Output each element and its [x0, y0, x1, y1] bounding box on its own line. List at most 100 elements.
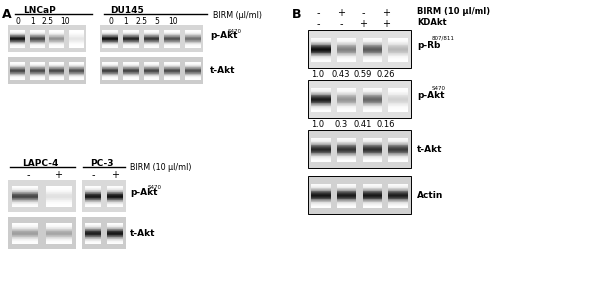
Bar [10, 66, 25, 67]
Bar [30, 41, 44, 42]
Bar [311, 185, 331, 186]
Bar [311, 199, 331, 201]
Bar [30, 40, 44, 42]
Bar [30, 66, 44, 67]
Bar [46, 231, 72, 232]
Bar [107, 192, 124, 193]
Bar [143, 71, 160, 72]
Bar [164, 73, 180, 74]
Bar [311, 103, 331, 105]
Bar [103, 62, 118, 63]
Bar [311, 153, 331, 155]
Text: +: + [382, 8, 390, 18]
Bar [143, 70, 160, 71]
Bar [185, 35, 200, 36]
Bar [49, 40, 64, 42]
Bar [30, 74, 44, 75]
Bar [337, 59, 356, 60]
Bar [69, 70, 83, 71]
Bar [12, 227, 38, 228]
Bar [362, 158, 382, 159]
Bar [362, 104, 382, 105]
Bar [69, 46, 83, 47]
Bar [10, 78, 25, 79]
Bar [143, 38, 160, 39]
Bar [185, 74, 200, 75]
Bar [388, 54, 408, 55]
Bar [185, 33, 200, 34]
Bar [337, 57, 356, 58]
Bar [337, 158, 356, 159]
Bar [12, 235, 38, 237]
Bar [46, 205, 72, 206]
Bar [69, 74, 83, 75]
Bar [337, 192, 356, 193]
Bar [49, 36, 64, 37]
Bar [337, 104, 356, 105]
Bar [107, 237, 124, 238]
Bar [362, 192, 382, 193]
Bar [69, 64, 83, 65]
Bar [311, 110, 331, 111]
Bar [107, 205, 124, 206]
Bar [164, 35, 180, 36]
Bar [123, 36, 139, 37]
Bar [85, 198, 101, 199]
Bar [388, 192, 408, 193]
Bar [123, 69, 139, 70]
Bar [185, 34, 200, 35]
Bar [362, 156, 382, 157]
Bar [12, 200, 38, 201]
Bar [388, 47, 408, 48]
Bar [103, 33, 118, 34]
Bar [10, 40, 25, 42]
Bar [46, 186, 72, 188]
Bar [337, 110, 356, 111]
Bar [337, 204, 356, 205]
Bar [49, 76, 64, 77]
Bar [185, 46, 200, 47]
Bar [311, 192, 331, 193]
Bar [337, 106, 356, 107]
Bar [69, 71, 83, 73]
Bar [30, 75, 44, 76]
Bar [388, 49, 408, 50]
Bar [107, 230, 124, 231]
Bar [337, 160, 356, 161]
Bar [46, 196, 72, 197]
Bar [337, 57, 356, 58]
Bar [362, 103, 382, 104]
Bar [123, 44, 139, 45]
Bar [30, 37, 44, 38]
Bar [123, 67, 139, 68]
Bar [337, 40, 356, 41]
Bar [164, 77, 180, 79]
Bar [85, 224, 101, 225]
Bar [46, 194, 72, 196]
Bar [143, 45, 160, 46]
Bar [30, 72, 44, 73]
Text: 10: 10 [168, 17, 178, 26]
Bar [185, 43, 200, 44]
Bar [46, 202, 72, 203]
Bar [337, 58, 356, 59]
Bar [103, 42, 118, 43]
Bar [337, 45, 356, 46]
Bar [311, 91, 331, 92]
Bar [12, 192, 38, 193]
Bar [164, 39, 180, 40]
Bar [30, 46, 44, 47]
Bar [311, 43, 331, 44]
Text: 0.59: 0.59 [354, 70, 372, 79]
Bar [388, 185, 408, 186]
Bar [362, 207, 382, 208]
Bar [46, 236, 72, 237]
Bar [311, 142, 331, 144]
Bar [388, 184, 408, 185]
Bar [185, 35, 200, 36]
Bar [164, 71, 180, 73]
Bar [164, 74, 180, 75]
Bar [10, 64, 25, 65]
Bar [143, 68, 160, 69]
Bar [49, 38, 64, 39]
